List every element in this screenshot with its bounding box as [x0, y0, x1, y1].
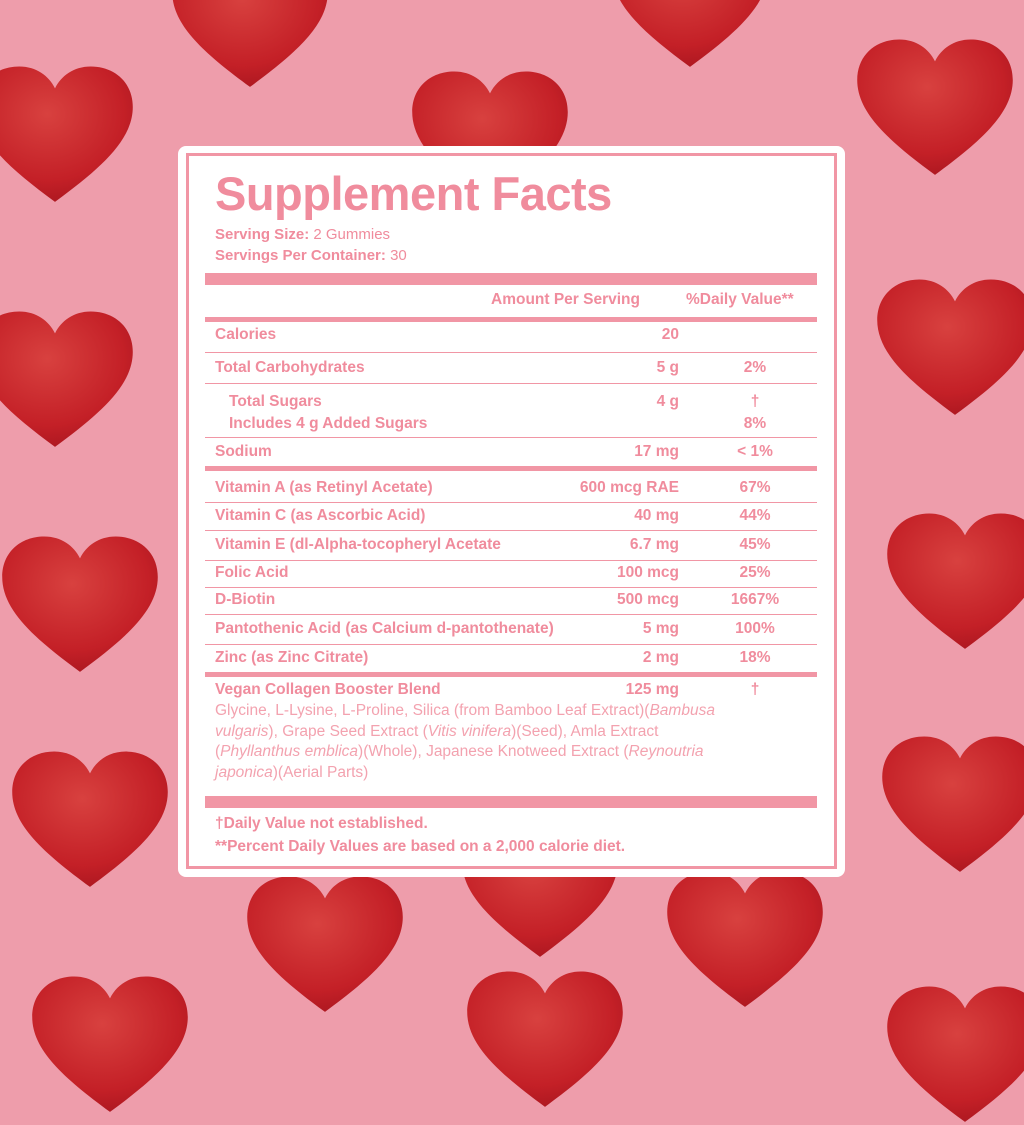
divider: [205, 466, 817, 471]
divider: [205, 672, 817, 677]
divider-thick: [205, 796, 817, 808]
heart-gummy-icon: [875, 278, 1024, 418]
row-vitamin-e: Vitamin E (dl-Alpha-tocopheryl Acetate 6.…: [215, 536, 771, 553]
divider: [205, 317, 817, 322]
row-vitamin-a: Vitamin A (as Retinyl Acetate) 600 mcg RA…: [215, 479, 771, 496]
heart-gummy-icon: [170, 0, 330, 90]
divider: [205, 587, 817, 588]
servings-per-container: Servings Per Container: 30: [215, 247, 407, 264]
row-folic-acid: Folic Acid 100 mcg 25%: [215, 564, 771, 581]
heart-gummy-icon: [245, 875, 405, 1015]
divider: [205, 437, 817, 438]
row-calories: Calories 20: [215, 326, 679, 343]
header-daily-value: %Daily Value**: [686, 291, 794, 308]
row-zinc: Zinc (as Zinc Citrate) 2 mg 18%: [215, 649, 771, 666]
label-border: [186, 153, 837, 869]
heart-gummy-icon: [10, 750, 170, 890]
row-added-sugars: Includes 4 g Added Sugars 8%: [229, 415, 767, 432]
divider: [205, 560, 817, 561]
blend-ingredients: Glycine, L-Lysine, L-Proline, Silica (fr…: [215, 702, 715, 781]
supplement-facts-card: Supplement Facts Serving Size: 2 Gummies…: [178, 146, 845, 877]
footnote-dagger: †Daily Value not established.: [215, 815, 428, 832]
heart-gummy-icon: [465, 970, 625, 1110]
heart-gummy-icon: [30, 975, 190, 1115]
divider: [205, 530, 817, 531]
row-collagen-blend: Vegan Collagen Booster Blend 125 mg †: [215, 681, 760, 698]
header-amount: Amount Per Serving: [491, 291, 640, 308]
divider: [205, 383, 817, 384]
heart-gummy-icon: [0, 535, 160, 675]
divider: [205, 614, 817, 615]
divider: [205, 644, 817, 645]
heart-gummy-icon: [855, 38, 1015, 178]
serving-size: Serving Size: 2 Gummies: [215, 226, 391, 243]
heart-gummy-icon: [610, 0, 770, 70]
row-total-sugars: Total Sugars 4 g †: [229, 393, 760, 410]
row-pantothenic-acid: Pantothenic Acid (as Calcium d-pantothen…: [215, 620, 775, 637]
divider-thick: [205, 273, 817, 285]
row-vitamin-c: Vitamin C (as Ascorbic Acid) 40 mg 44%: [215, 507, 771, 524]
heart-gummy-icon: [0, 310, 135, 450]
heart-gummy-icon: [665, 870, 825, 1010]
footnote-daily-values: **Percent Daily Values are based on a 2,…: [215, 838, 626, 855]
row-d-biotin: D-Biotin 500 mcg 1667%: [215, 591, 780, 608]
label-title: Supplement Facts: [215, 167, 612, 220]
row-sodium: Sodium 17 mg < 1%: [215, 443, 773, 460]
divider: [205, 502, 817, 503]
heart-gummy-icon: [885, 985, 1024, 1125]
divider: [205, 352, 817, 353]
row-total-carbohydrates: Total Carbohydrates 5 g 2%: [215, 359, 767, 376]
heart-gummy-icon: [880, 735, 1024, 875]
heart-gummy-icon: [885, 512, 1024, 652]
heart-gummy-icon: [0, 65, 135, 205]
